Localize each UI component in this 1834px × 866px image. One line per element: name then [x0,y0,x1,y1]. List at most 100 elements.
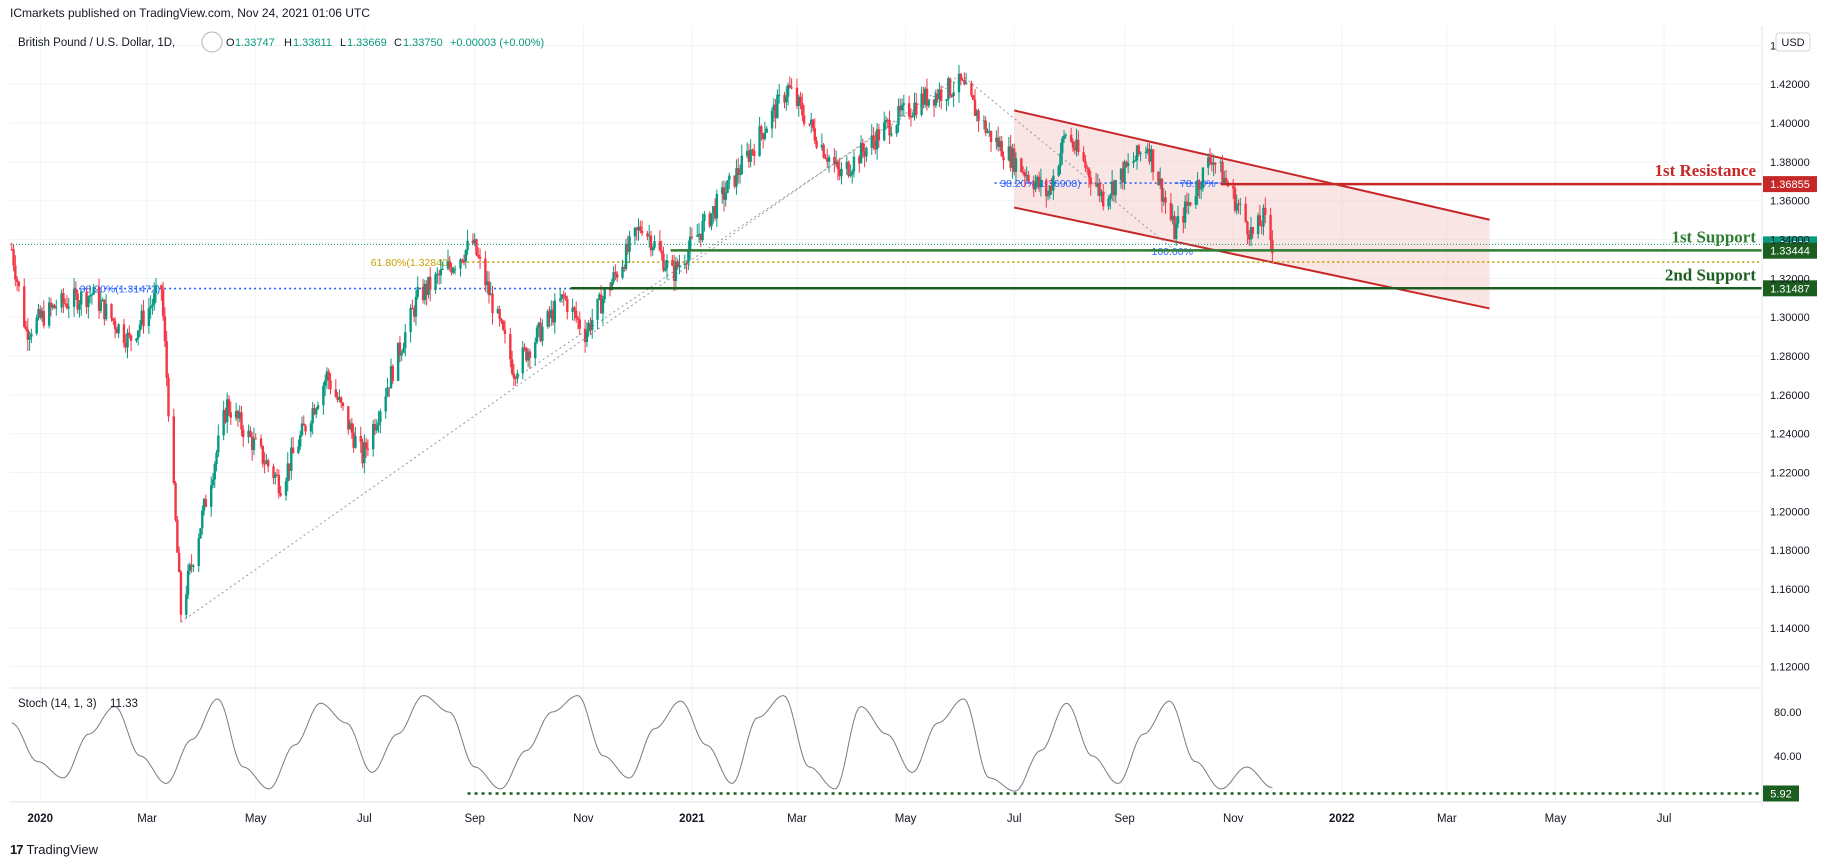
candle-body [1023,172,1027,177]
candle-body [409,307,412,333]
candle-body [724,192,727,200]
candle-body [810,119,813,125]
candle-body [498,308,501,320]
candle-body [167,377,170,417]
candle-body [39,309,42,318]
candle-body [623,267,626,270]
fib-trend-line [960,74,1175,251]
candle-body [872,135,875,141]
channel-upper-line[interactable] [1013,109,1490,221]
candle-body [265,460,268,464]
candle-body [948,78,952,96]
candle-body [674,261,678,281]
candle-body [51,304,54,308]
candle-body [801,103,804,116]
candle-body [85,291,88,308]
candle-body [299,435,302,447]
candle-body [484,258,487,286]
candle-body [501,321,505,330]
change-value: +0.00003 (+0.00%) [450,37,544,49]
candle-body [448,261,451,267]
candle-body [329,380,332,390]
close-label: C [394,37,402,49]
candle-body [217,435,220,453]
candle-body [598,294,601,299]
candle-body [772,104,776,111]
candle-body [1249,227,1253,240]
candle-body [462,261,466,263]
candle-body [300,423,304,436]
candle-body [350,423,354,433]
candle-body [316,405,320,409]
candle-body [1151,149,1155,173]
candle-body [315,408,318,415]
candle-body [1146,148,1149,152]
time-tick-label: Jul [357,813,372,825]
candle-body [726,180,729,193]
time-tick-label: 2021 [679,813,705,825]
candle-body [411,307,414,310]
candle-body [179,572,183,615]
publisher-caption: ICmarkets published on TradingView.com, … [10,6,370,20]
candle-body [1132,161,1135,164]
candle-body [1244,203,1247,222]
settings-toggle-icon[interactable] [201,31,223,53]
price-tick-label: 1.38000 [1770,157,1810,169]
candle-body [1214,162,1217,164]
candle-body [722,187,726,200]
support1-price-badge-bg [1763,242,1817,259]
candle-body [786,85,790,97]
candle-body [90,294,94,296]
currency-button[interactable] [1775,32,1811,52]
candle-body [614,272,617,274]
candle-body [428,276,432,290]
candle-body [1020,158,1023,172]
candle-body [24,326,28,330]
candle-body [153,293,156,305]
candle-body [1139,153,1142,155]
candle-body [672,265,676,281]
candle-body [626,243,630,252]
candle-body [923,88,927,105]
candles-layer [10,64,1274,623]
candle-body [354,435,357,448]
candle-body [546,311,549,327]
candle-body [489,293,492,296]
candle-body [512,373,516,379]
candle-body [437,273,441,276]
candle-body [578,319,581,329]
candle-body [624,243,628,270]
candle-body [165,341,168,378]
candle-body [28,336,31,340]
candle-body [639,226,642,231]
candle-body [635,227,638,231]
candle-body [341,402,345,407]
candle-body [1208,157,1212,163]
candle-body [339,397,343,403]
candle-body [138,324,142,331]
candle-body [973,99,977,116]
candle-body [1032,181,1035,190]
candle-body [902,103,906,105]
candle-body [1187,202,1190,206]
candle-body [209,485,213,507]
candle-body [858,156,861,164]
candle-body [1009,146,1012,168]
candle-body [252,438,256,451]
candle-body [142,310,145,327]
candle-body [263,463,266,465]
candle-body [633,227,637,237]
candle-body [423,283,427,301]
candle-body [922,93,925,105]
level-name-label: 2nd Support [1665,265,1757,284]
candle-body [628,236,631,252]
channel-lower-line[interactable] [1013,206,1490,310]
candle-body [140,310,143,325]
price-tick-label: 1.28000 [1770,351,1810,363]
candle-body [416,286,419,297]
candle-body [87,296,90,308]
candle-body [1036,176,1039,183]
close-value: 1.33750 [403,37,443,49]
candle-body [920,93,923,115]
